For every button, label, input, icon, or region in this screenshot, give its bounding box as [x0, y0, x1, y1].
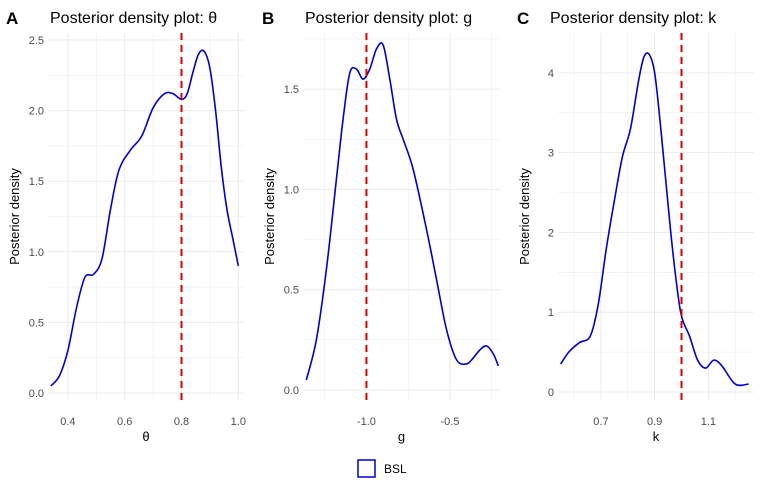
panel-letter: A: [6, 9, 18, 28]
y-tick-label: 1.0: [284, 184, 299, 196]
y-axis-title: Posterior density: [517, 168, 532, 265]
y-axis-title: Posterior density: [262, 168, 277, 265]
x-tick-label: 0.6: [117, 416, 132, 428]
panels: 0.4 0.6 0.8 1.0 0.0 0.5 1.0 1.5 2.0 2.5 A Posterior…: [6, 9, 754, 444]
density-curve: [50, 49, 240, 387]
y-tick-label: 2.0: [29, 106, 44, 118]
x-axis-title: θ: [142, 429, 149, 444]
legend-label-bsl: BSL: [384, 462, 407, 476]
x-axis-title: k: [653, 429, 660, 444]
x-axis-title: g: [398, 429, 405, 444]
x-tick-label: 1.0: [231, 416, 246, 428]
panel-c: 0.7 0.9 1.1 0 1 2 3 4 C Posterior density plot: k…: [517, 9, 754, 444]
panel-b: -1.0 -0.5 0.0 0.5 1.0 1.5 B Posterior density p…: [262, 9, 500, 444]
y-tick-label: 1.5: [29, 176, 44, 188]
y-tick-label: 2: [548, 227, 554, 239]
x-tick-label: 0.4: [60, 416, 75, 428]
y-tick-label: 0.0: [29, 388, 44, 400]
x-tick-label: 1.1: [701, 416, 716, 428]
y-tick-label: 0.0: [284, 385, 299, 397]
y-tick-label: 4: [548, 68, 554, 80]
x-tick-label: -1.0: [357, 416, 376, 428]
y-tick-label: 1.0: [29, 247, 44, 259]
panel-letter: C: [517, 9, 529, 28]
panel-title: Posterior density plot: g: [305, 10, 472, 27]
panel-a: 0.4 0.6 0.8 1.0 0.0 0.5 1.0 1.5 2.0 2.5 A Posterior…: [6, 9, 246, 444]
density-curve: [305, 42, 500, 381]
y-tick-label: 0.5: [284, 285, 299, 297]
x-tick-label: 0.9: [647, 416, 662, 428]
density-curve: [560, 52, 749, 387]
y-tick-label: 1.5: [284, 84, 299, 96]
y-axis-title: Posterior density: [7, 168, 22, 265]
x-tick-label: -0.5: [440, 416, 459, 428]
y-tick-label: 1: [548, 307, 554, 319]
y-tick-label: 0: [548, 387, 554, 399]
x-tick-label: 0.7: [593, 416, 608, 428]
legend-key-bsl: [357, 459, 376, 478]
legend: BSL: [357, 459, 407, 478]
panel-title: Posterior density plot: k: [550, 10, 717, 27]
y-tick-label: 2.5: [29, 35, 44, 47]
y-tick-label: 3: [548, 148, 554, 160]
panel-title: Posterior density plot: θ: [50, 10, 217, 27]
y-tick-label: 0.5: [29, 317, 44, 329]
x-tick-label: 0.8: [174, 416, 189, 428]
panel-letter: B: [262, 9, 274, 28]
